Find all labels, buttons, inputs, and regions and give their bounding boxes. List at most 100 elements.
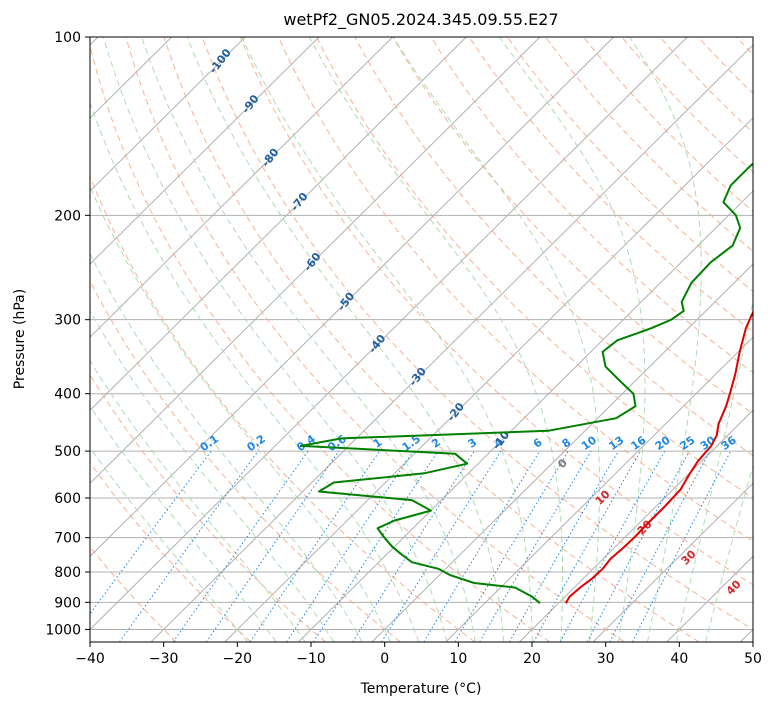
mixing-ratio-label: 3 [465,436,479,451]
moist-adiabat [90,185,391,642]
mixing-ratio-label: 20 [653,433,673,453]
isotherm-line [90,37,320,265]
y-tick-label: 800 [54,565,81,581]
mixing-ratio-label: 8 [559,436,573,451]
mixing-ratio-label: 25 [677,434,697,453]
moist-adiabat [498,37,646,642]
moist-adiabat [186,37,505,642]
x-tick-label: −10 [296,651,326,667]
isotherm-line [90,37,393,338]
mixing-ratio-line [312,450,439,642]
mixing-ratio-line [90,450,212,615]
isotherm-line [90,37,467,411]
x-tick-label: 40 [670,651,688,667]
dry-adiabat [583,37,753,213]
isotherm-line [297,190,753,642]
mixing-ratio-label: 16 [629,433,649,453]
dry-adiabat [506,37,753,292]
dry-adiabat [545,37,753,252]
moist-adiabat [308,37,564,642]
temperature-profile-line [564,309,753,604]
dry-adiabat [90,279,401,642]
isotherm-line [666,555,753,642]
isotherm-label: -100 [207,46,234,76]
moist-adiabat [90,101,420,642]
mixing-ratio-line [559,450,666,642]
profile-lines [299,162,753,604]
mixing-ratio-label: 13 [606,434,626,453]
y-tick-label: 100 [54,30,81,46]
mixing-ratio-line [533,450,641,642]
mixing-ratio-label: 36 [719,433,739,453]
x-tick-label: 20 [523,651,541,667]
isotherm-line [224,117,753,642]
dry-adiabat [239,37,753,586]
dry-adiabat [90,373,326,642]
moist-adiabat [90,446,248,642]
mixing-ratio-line [632,450,732,642]
moist-adiabat-label: 30 [679,547,699,567]
chart-title: wetPf2_GN05.2024.345.09.55.E27 [283,10,558,30]
moist-adiabat [241,37,533,642]
y-tick-label: 400 [54,387,81,403]
y-tick-label: 500 [54,444,81,460]
mixing-ratio-line [205,450,340,642]
dry-adiabat [697,37,753,95]
moist-adiabat [90,359,306,642]
dry-adiabat [125,37,625,642]
mixing-ratio-line [249,450,381,642]
plot-frame [89,36,754,643]
isotherm-line [518,409,753,642]
mixing-ratio-line [118,450,259,642]
x-tick-label: −30 [149,651,179,667]
mixing-ratio-line [423,450,541,642]
isotherm-line [592,482,753,642]
mixing-ratio-line [172,450,309,642]
mixing-ratio-line [352,450,475,642]
dry-adiabat [354,37,753,457]
dry-adiabat [392,37,753,415]
moist-adiabat [90,309,335,642]
moist-adiabat [90,252,363,642]
moist-adiabat [705,463,753,642]
x-axis-label: Temperature (°C) [360,681,482,697]
isotherm-line [90,37,688,631]
axis-ticks: −40 −30 −20 −10 0 10 20 30 40 50 100 200 300 400 500 60… [45,30,762,667]
moist-adiabat [392,37,600,642]
y-tick-label: 700 [54,531,81,547]
x-tick-label: 30 [597,651,615,667]
x-tick-label: −20 [223,651,253,667]
dry-adiabat [90,43,550,642]
mixing-ratio-label: 10 [579,433,599,453]
mixing-ratio-line [381,450,502,642]
y-tick-label: 300 [54,313,81,329]
mixing-ratio-label: 6 [531,436,545,451]
dry-adiabat [278,37,753,542]
dry-adiabat [163,37,700,642]
x-tick-label: 0 [380,651,389,667]
isotherm-line [371,263,753,642]
isotherm-line [90,37,541,485]
y-axis-label: Pressure (hPa) [12,289,28,389]
moist-adiabat [141,37,476,642]
mixing-ratio-line [586,450,690,642]
isotherm-line [445,336,753,642]
x-tick-label: −40 [75,651,105,667]
mixing-ratio-line [286,450,414,642]
moist-adiabat [102,37,448,642]
moist-adiabat [676,298,753,642]
dry-adiabat [90,174,476,642]
isotherm-line [90,37,246,192]
x-tick-label: 50 [744,651,762,667]
dry-adiabat [621,37,753,173]
dewpoint-profile-line [299,162,753,604]
moist-adiabat [90,405,277,642]
isotherm-line [90,37,614,558]
dry-adiabat [90,461,252,642]
y-tick-label: 900 [54,595,81,611]
moist-adiabat-label: 40 [724,577,744,597]
x-tick-label: 10 [449,651,467,667]
dry-adiabat [201,37,753,630]
background-lines [90,37,753,642]
